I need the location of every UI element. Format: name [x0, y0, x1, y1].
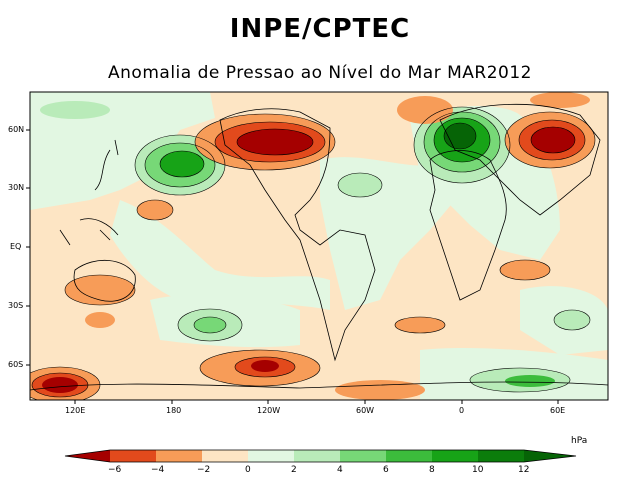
legend-label: 4 [337, 465, 343, 475]
lat-label-60s: 60S [8, 360, 24, 369]
coastlines [30, 103, 608, 391]
anomaly-indian-ocean-high [554, 310, 590, 330]
legend-swatch [110, 450, 156, 462]
anomaly-west-pacific-low [137, 200, 173, 220]
legend-outline [64, 449, 577, 463]
anomaly-greenland-low [397, 96, 453, 124]
anomaly-madagascar-low [500, 260, 550, 280]
legend-swatch [156, 450, 202, 462]
coastline-americas [219, 108, 376, 362]
legend-swatch [340, 450, 386, 462]
lon-label-0: 0 [459, 406, 465, 415]
anomaly-drake-low [335, 380, 425, 400]
legend-swatch-arrow-right [524, 450, 576, 462]
lon-label-60w: 60W [356, 406, 375, 415]
legend-swatch [248, 450, 294, 462]
anomaly-arctic-high [40, 101, 110, 119]
lat-label-30s: 30S [8, 301, 24, 310]
legend-label: 10 [472, 465, 484, 475]
lat-label-30n: 30N [8, 183, 25, 192]
lon-label-60e: 60E [550, 406, 566, 415]
legend-swatch [294, 450, 340, 462]
legend-swatch-arrow-left [65, 450, 110, 462]
anomaly-siberia-low-core [531, 127, 575, 153]
coastline-maritime-continent [59, 218, 119, 246]
lon-label-120e: 120E [65, 406, 86, 415]
coastline-eurasia [439, 103, 601, 216]
contour-lines [30, 106, 596, 400]
lat-label-60n: 60N [8, 125, 25, 134]
legend-label: 12 [518, 465, 530, 475]
anomaly-south-pacific-high-core [194, 317, 226, 333]
anomaly-europe-high-core [444, 123, 476, 149]
legend-label: 8 [429, 465, 435, 475]
legend-swatch [202, 450, 248, 462]
legend-swatch [432, 450, 478, 462]
anomaly-field [30, 92, 608, 400]
page-title: INPE/CPTEC [229, 14, 411, 44]
anomaly-arctic-low [530, 92, 590, 108]
anomaly-pacific-high-core [160, 151, 204, 177]
lat-label-eq: EQ [10, 242, 22, 251]
legend-colorbar [64, 449, 577, 463]
legend-label: −2 [197, 465, 211, 475]
legend-unit: hPa [571, 436, 588, 446]
anomaly-north-america-low-core [237, 129, 313, 155]
coastline-east-asia [94, 139, 119, 191]
legend-label: 6 [383, 465, 389, 475]
coastline-antarctica [30, 381, 608, 391]
coastline-australia [73, 259, 136, 302]
lon-label-180: 180 [166, 406, 182, 415]
anomaly-antarctic-low-core [42, 377, 78, 393]
anomaly-south-pacific-low-core [251, 360, 279, 372]
legend-swatch [386, 450, 432, 462]
legend-label: 2 [291, 465, 297, 475]
anomaly-southern-ocean-high-core [505, 375, 555, 387]
lon-label-120w: 120W [257, 406, 281, 415]
anomaly-atlantic-high [338, 173, 382, 197]
map-subtitle: Anomalia de Pressao ao Nível do Mar MAR2… [108, 63, 532, 83]
anomaly-tasman-low [85, 312, 115, 328]
legend-label: −6 [108, 465, 122, 475]
anomaly-south-atlantic-low [395, 317, 445, 333]
map-frame [29, 91, 609, 401]
anomaly-australia-low [65, 275, 135, 305]
legend-label: 0 [245, 465, 251, 475]
legend-label: −4 [151, 465, 165, 475]
axis-ticks [26, 129, 559, 404]
legend-swatch [478, 450, 524, 462]
anomaly-tropical-pacific-positive [110, 200, 330, 310]
anomaly-north-pacific-positive [30, 92, 215, 210]
